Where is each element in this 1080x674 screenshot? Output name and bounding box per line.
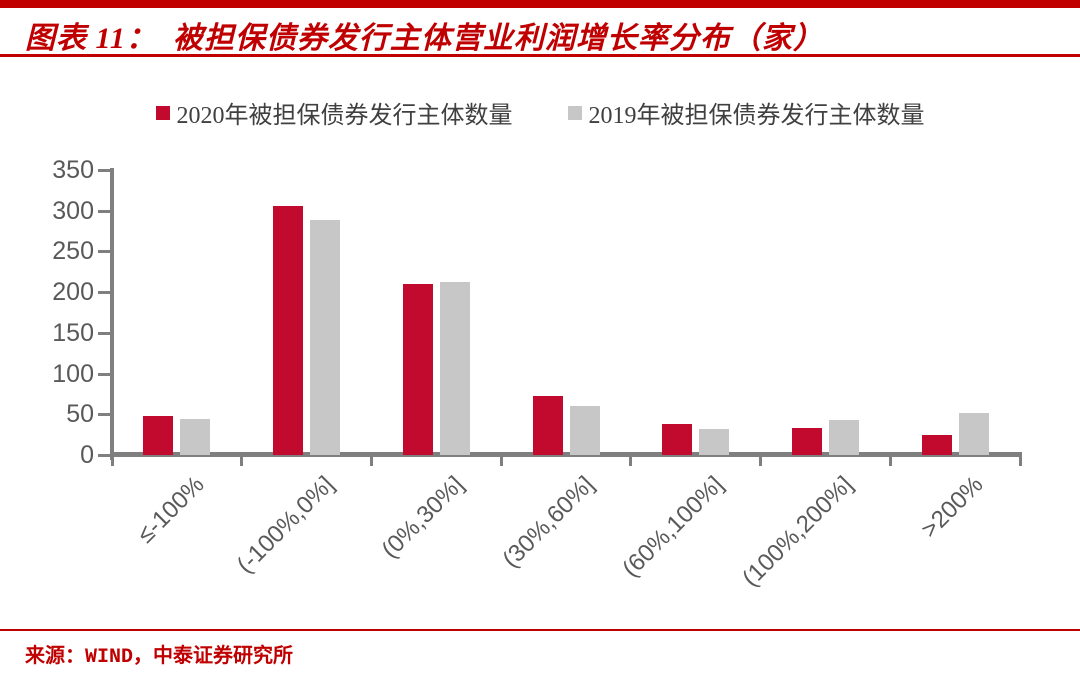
y-axis-tick — [98, 413, 110, 417]
x-axis-category-text: (-100%,0%] — [231, 471, 340, 579]
y-axis-tick-label: 300 — [52, 196, 94, 225]
bar-2019年-(100%,200%] — [828, 419, 859, 455]
x-axis-tick — [629, 452, 633, 466]
bar-2020年-≤-100% — [143, 415, 174, 455]
x-axis-category-text: (60%,100%] — [617, 471, 729, 583]
bar-2019年-(-100%,0%] — [310, 219, 341, 455]
y-axis-tick-label: 50 — [66, 400, 94, 429]
figure-title: 图表 11： 被担保债券发行主体营业利润增长率分布（家） — [25, 13, 824, 57]
y-axis-tick-label: 250 — [52, 237, 94, 266]
bar-2019年->200% — [958, 412, 989, 455]
y-axis-tick-label: 150 — [52, 318, 94, 347]
y-axis-tick-label: 200 — [52, 278, 94, 307]
x-axis-tick — [240, 452, 244, 466]
x-axis-tick — [499, 452, 503, 466]
x-axis-tick — [1018, 452, 1022, 466]
legend-item-0: 2020年被担保债券发行主体数量 — [155, 95, 513, 130]
source-note: 来源：WIND，中泰证券研究所 — [25, 646, 294, 669]
bar-2020年-(-100%,0%] — [273, 205, 304, 455]
y-axis-tick — [98, 454, 110, 457]
bar-2020年->200% — [921, 434, 952, 455]
x-axis-category-text: >200% — [915, 471, 989, 544]
x-axis-category-text: (0%,30%] — [376, 471, 470, 564]
legend-label: 2020年被担保债券发行主体数量 — [176, 103, 513, 129]
y-axis-tick — [98, 209, 110, 213]
y-axis-tick-label: 100 — [52, 359, 94, 388]
x-axis-category-text: (100%,200%] — [737, 471, 859, 592]
bar-2020年-(60%,100%] — [662, 424, 693, 455]
y-axis-tick-label: 0 — [80, 441, 94, 469]
y-axis-tick — [98, 331, 110, 335]
figure-title-text: 被担保债券发行主体营业利润增长率分布（家） — [172, 22, 824, 55]
x-axis-line — [110, 452, 1022, 457]
bar-2019年-(60%,100%] — [699, 428, 730, 455]
top-red-rule — [0, 0, 1080, 8]
x-axis-tick — [888, 452, 892, 466]
legend-swatch-icon — [155, 105, 170, 120]
x-axis-category-text: ≤-100% — [132, 471, 210, 549]
bar-2019年-(30%,60%] — [569, 406, 600, 455]
bar-2020年-(30%,60%] — [532, 396, 563, 455]
y-axis-tick — [98, 250, 110, 254]
chart-legend: 2020年被担保债券发行主体数量 2019年被担保债券发行主体数量 — [0, 95, 1080, 130]
legend-item-1: 2019年被担保债券发行主体数量 — [567, 95, 925, 130]
y-axis-tick — [98, 169, 110, 172]
bar-2019年-(0%,30%] — [439, 281, 470, 455]
y-axis-tick — [98, 372, 110, 376]
x-axis-category-text: (30%,60%] — [496, 471, 600, 574]
bottom-red-rule — [0, 629, 1080, 631]
x-axis-tick — [759, 452, 763, 466]
bar-2020年-(100%,200%] — [791, 428, 822, 455]
legend-swatch-icon — [567, 105, 582, 120]
title-underline-rule — [0, 54, 1080, 57]
y-axis-tick-label: 350 — [52, 156, 94, 184]
legend-label: 2019年被担保债券发行主体数量 — [588, 103, 925, 129]
x-axis-tick — [369, 452, 373, 466]
figure-number: 图表 11： — [25, 22, 157, 55]
bar-2019年-≤-100% — [180, 419, 211, 455]
y-axis-tick — [98, 291, 110, 295]
bar-2020年-(0%,30%] — [402, 284, 433, 455]
y-axis-line — [110, 168, 114, 460]
x-axis-tick — [110, 452, 114, 466]
